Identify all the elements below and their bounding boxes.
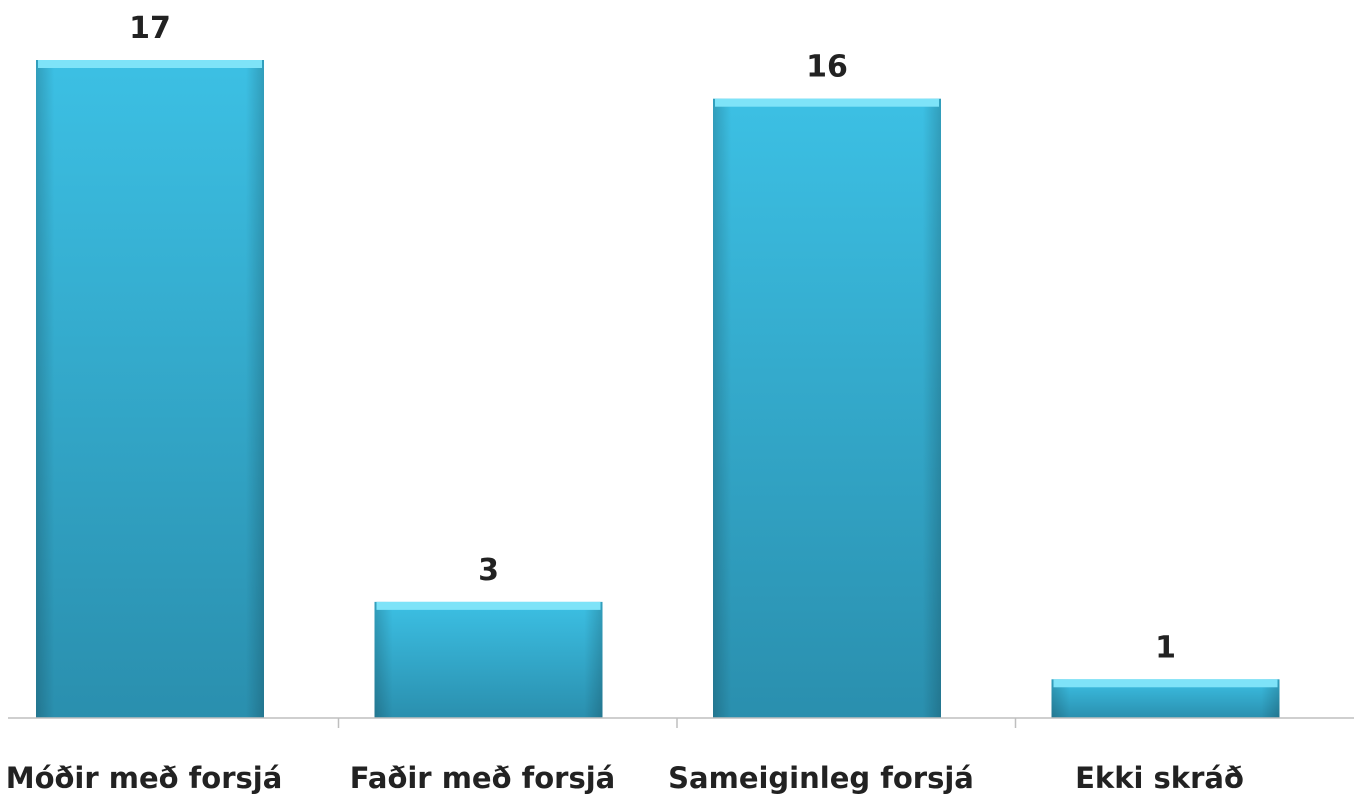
category-label-ekki-skrad: Ekki skráð [1075, 761, 1244, 795]
data-label-fadir-med-forsja: 3 [478, 553, 499, 588]
bar-cap [376, 601, 601, 610]
bar-ekki-skrad [1051, 679, 1280, 718]
bars [36, 60, 1280, 719]
category-label-modir-med-forsja: Móðir með forsjá [6, 761, 283, 795]
x-axis-ticks [337, 718, 1017, 728]
bar-fadir-med-forsja [374, 601, 603, 718]
bar-cap [715, 98, 939, 107]
bar-modir-med-forsja [36, 60, 264, 718]
bar-shade [374, 601, 603, 718]
bar-shade [36, 60, 264, 718]
data-label-modir-med-forsja: 17 [129, 11, 171, 46]
category-label-fadir-med-forsja: Faðir með forsjá [350, 761, 615, 795]
bar-cap [38, 60, 262, 68]
bar-shade [713, 98, 941, 719]
data-label-sameiginleg-forsja: 16 [806, 50, 848, 85]
category-label-sameiginleg-forsja: Sameiginleg forsjá [668, 761, 974, 795]
category-labels: Móðir með forsjá Faðir með forsjá Sameigin… [6, 761, 1244, 795]
data-label-ekki-skrad: 1 [1155, 630, 1176, 665]
data-labels: 17 3 16 1 [129, 11, 1176, 665]
bar-sameiginleg-forsja [713, 98, 941, 719]
bar-cap [1053, 679, 1278, 688]
